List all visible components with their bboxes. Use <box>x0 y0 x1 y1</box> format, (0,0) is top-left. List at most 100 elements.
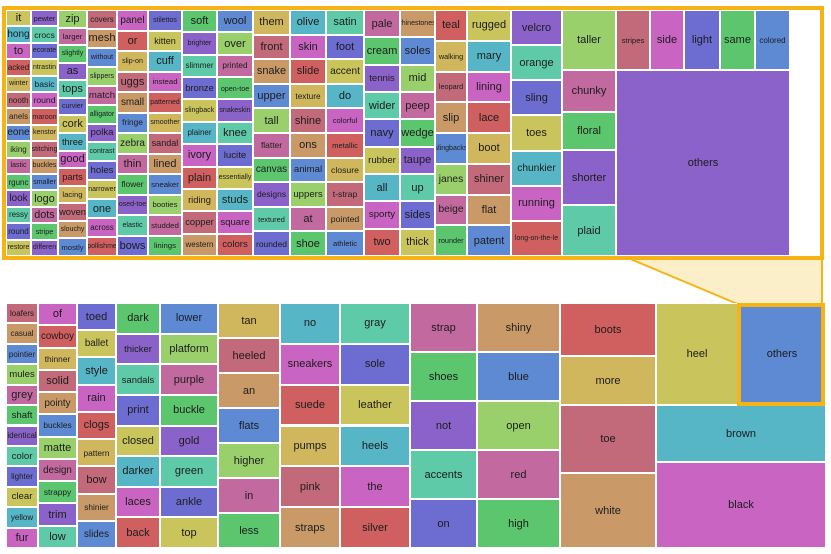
detail-cell-lace[interactable]: lace <box>467 102 511 133</box>
detail-cell-thin[interactable]: thin <box>117 153 148 174</box>
detail-cell-flatter[interactable]: flatter <box>253 133 290 158</box>
detail-cell-designs[interactable]: designs <box>253 182 290 207</box>
overview-cell-dark[interactable]: dark <box>116 303 160 334</box>
detail-cell-as[interactable]: as <box>58 62 87 81</box>
overview-cell-shiny[interactable]: shiny <box>477 303 560 352</box>
detail-cell-printed[interactable]: printed <box>217 54 253 78</box>
detail-cell-smoother[interactable]: smoother <box>148 112 182 133</box>
detail-cell-cork[interactable]: cork <box>58 115 87 133</box>
detail-cell-sneaker[interactable]: sneaker <box>148 174 182 195</box>
detail-cell-metallic[interactable]: metallic <box>326 133 364 158</box>
overview-cell-red[interactable]: red <box>477 450 560 499</box>
detail-cell-snakeskin[interactable]: snakeskin <box>217 99 253 122</box>
detail-cell-thick[interactable]: thick <box>400 228 435 256</box>
overview-cell-gold[interactable]: gold <box>160 425 218 457</box>
detail-cell-hong[interactable]: hong <box>6 26 31 43</box>
detail-cell-slimmer[interactable]: slimmer <box>182 54 217 78</box>
detail-cell-stripes[interactable]: stripes <box>616 10 650 70</box>
overview-cell-mules[interactable]: mules <box>6 364 38 385</box>
overview-cell-clear[interactable]: clear <box>6 486 38 508</box>
detail-cell-stitching[interactable]: stitching <box>31 141 58 158</box>
detail-cell-slingback[interactable]: slingback <box>182 99 217 122</box>
overview-cell-closed[interactable]: closed <box>116 425 160 457</box>
detail-cell-cuff[interactable]: cuff <box>148 51 182 72</box>
detail-cell-lastic[interactable]: lastic <box>6 157 31 174</box>
detail-cell-sandal[interactable]: sandal <box>148 133 182 154</box>
detail-cell-wool[interactable]: wool <box>217 10 253 33</box>
detail-cell-shorter[interactable]: shorter <box>562 150 616 205</box>
detail-cell-ivory[interactable]: ivory <box>182 144 217 167</box>
overview-cell-low[interactable]: low <box>38 525 77 548</box>
detail-cell-pale[interactable]: pale <box>364 10 400 38</box>
detail-cell-lacing[interactable]: lacing <box>58 185 87 204</box>
overview-cell-sole[interactable]: sole <box>340 343 410 385</box>
overview-cell-ballet[interactable]: ballet <box>77 330 116 358</box>
detail-cell-lining[interactable]: lining <box>467 71 511 103</box>
detail-cell-velcro[interactable]: velcro <box>511 10 562 46</box>
detail-cell-pollishme[interactable]: pollishme <box>87 237 117 256</box>
overview-cell-no[interactable]: no <box>280 303 340 344</box>
overview-cell-pattern[interactable]: pattern <box>77 439 116 467</box>
overview-cell-buckle[interactable]: buckle <box>160 394 218 426</box>
detail-cell-differen[interactable]: differen <box>31 239 58 256</box>
detail-cell-anels[interactable]: anels <box>6 108 31 125</box>
detail-cell-linings[interactable]: linings <box>148 235 182 256</box>
overview-cell-laces[interactable]: laces <box>116 486 160 518</box>
detail-cell-athletic[interactable]: athletic <box>326 231 364 256</box>
overview-cell-lighter[interactable]: lighter <box>6 466 38 487</box>
detail-cell-mostly[interactable]: mostly <box>58 238 87 256</box>
detail-cell-acked[interactable]: acked <box>6 59 31 76</box>
overview-cell-darker[interactable]: darker <box>116 456 160 487</box>
detail-cell-beige[interactable]: beige <box>435 194 467 226</box>
overview-cell-silver[interactable]: silver <box>340 507 410 548</box>
detail-cell-open-toe[interactable]: open-toe <box>217 77 253 100</box>
detail-cell-bronze[interactable]: bronze <box>182 77 217 100</box>
overview-cell-white[interactable]: white <box>560 473 656 548</box>
detail-cell-flat[interactable]: flat <box>467 194 511 226</box>
detail-cell-plaid[interactable]: plaid <box>562 205 616 256</box>
overview-cell-rain[interactable]: rain <box>77 384 116 412</box>
overview-cell-color[interactable]: color <box>6 445 38 467</box>
overview-cell-trim[interactable]: trim <box>38 503 77 526</box>
detail-cell-tall[interactable]: tall <box>253 108 290 133</box>
detail-cell-tennis[interactable]: tennis <box>364 64 400 92</box>
overview-cell-heel[interactable]: heel <box>656 303 738 405</box>
overview-cell-heels[interactable]: heels <box>340 425 410 467</box>
detail-cell-shiner[interactable]: shiner <box>467 163 511 195</box>
overview-cell-pumps[interactable]: pumps <box>280 425 340 467</box>
detail-cell-all[interactable]: all <box>364 174 400 202</box>
overview-cell-accents[interactable]: accents <box>410 450 477 499</box>
detail-cell-tops[interactable]: tops <box>58 80 87 98</box>
overview-cell-of[interactable]: of <box>38 303 77 326</box>
detail-cell-boot[interactable]: boot <box>467 133 511 164</box>
detail-cell-patent[interactable]: patent <box>467 225 511 256</box>
detail-cell-without[interactable]: without <box>87 47 117 67</box>
detail-cell-texture[interactable]: texture <box>290 83 326 109</box>
detail-cell-western[interactable]: western <box>182 233 217 256</box>
detail-cell-olive[interactable]: olive <box>290 10 326 35</box>
detail-cell-animal[interactable]: animal <box>290 157 326 183</box>
detail-cell-mary[interactable]: mary <box>467 40 511 72</box>
detail-cell-janes[interactable]: janes <box>435 163 467 195</box>
detail-cell-round[interactable]: round <box>6 223 31 240</box>
detail-cell-peep[interactable]: peep <box>400 92 435 120</box>
detail-cell-copper[interactable]: copper <box>182 211 217 234</box>
overview-cell-sandals[interactable]: sandals <box>116 364 160 395</box>
detail-cell-slip-on[interactable]: slip-on <box>117 51 148 72</box>
detail-cell-walking[interactable]: walking <box>435 40 467 72</box>
detail-cell-slingbacks[interactable]: slingbacks <box>435 133 467 164</box>
overview-cell-high[interactable]: high <box>477 499 560 548</box>
overview-cell-others[interactable]: others <box>738 303 826 405</box>
detail-cell-elastic[interactable]: elastic <box>117 215 148 236</box>
detail-cell-pointed[interactable]: pointed <box>326 206 364 232</box>
overview-cell-tan[interactable]: tan <box>218 303 280 338</box>
overview-cell-brown[interactable]: brown <box>656 405 826 462</box>
detail-cell-toes[interactable]: toes <box>511 115 562 151</box>
overview-cell-yellow[interactable]: yellow <box>6 507 38 528</box>
overview-cell-leather[interactable]: leather <box>340 384 410 426</box>
overview-cell-shinier[interactable]: shinier <box>77 493 116 521</box>
overview-cell-less[interactable]: less <box>218 513 280 548</box>
overview-cell-heeled[interactable]: heeled <box>218 338 280 373</box>
detail-cell-over[interactable]: over <box>217 32 253 55</box>
detail-cell-colorful[interactable]: colorful <box>326 108 364 133</box>
